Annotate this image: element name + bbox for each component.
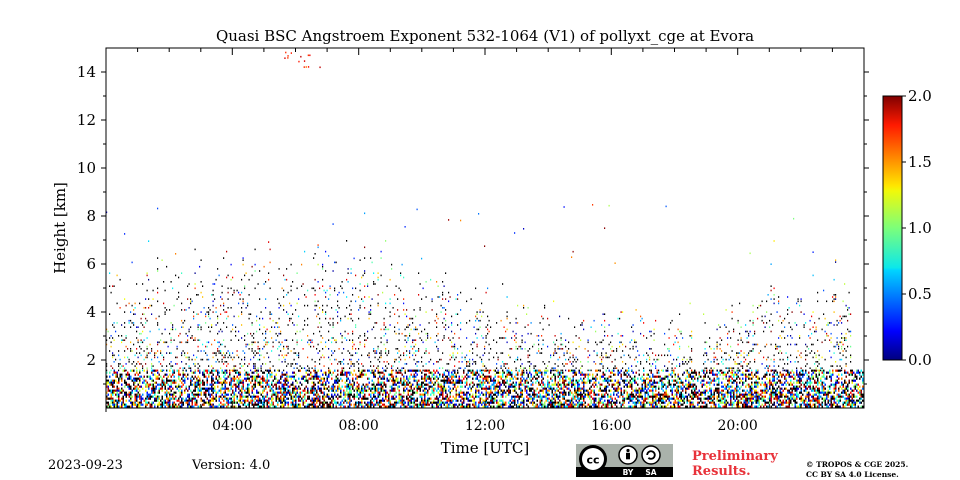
colorbar-tick-label: 2.0 (908, 87, 932, 105)
copyright-line-2: CC BY SA 4.0 License. (806, 470, 899, 479)
version-label: Version: 4.0 (192, 458, 271, 473)
cc-by-sa-icon: cc BY SA (576, 444, 673, 477)
y-tick-label: 12 (77, 111, 96, 129)
x-tick-label: 12:00 (465, 418, 505, 434)
y-tick-label: 14 (77, 63, 96, 81)
chart-title: Quasi BSC Angstroem Exponent 532-1064 (V… (216, 27, 754, 45)
x-axis-label: Time [UTC] (441, 439, 530, 457)
y-axis: 2 4 6 8 10 12 14 (77, 63, 869, 385)
x-axis: 04:00 08:00 12:00 16:00 20:00 (105, 48, 833, 434)
colorbar-tick-label: 1.5 (908, 153, 932, 171)
preliminary-line-2: Results. (692, 464, 751, 479)
y-tick-label: 6 (86, 255, 96, 273)
x-tick-label: 04:00 (212, 418, 252, 434)
date-label: 2023-09-23 (48, 458, 123, 473)
x-tick-label: 20:00 (717, 418, 757, 434)
copyright-note: © TROPOS & CGE 2025. CC BY SA 4.0 Licens… (806, 460, 908, 480)
license-sa-label: SA (645, 468, 656, 477)
colorbar-ticks: 0.0 0.5 1.0 1.5 2.0 (902, 87, 932, 369)
copyright-line-1: © TROPOS & CGE 2025. (806, 460, 909, 469)
x-tick-label: 16:00 (591, 418, 631, 434)
y-axis-label: Height [km] (51, 182, 69, 274)
colorbar-tick-label: 0.0 (908, 351, 932, 369)
preliminary-line-1: Preliminary (692, 449, 778, 464)
colorbar-tick-label: 1.0 (908, 219, 932, 237)
y-tick-label: 2 (86, 351, 96, 369)
heatmap-cells (106, 51, 864, 408)
colorbar-gradient (882, 95, 903, 361)
y-tick-label: 8 (86, 207, 96, 225)
y-tick-label: 10 (77, 159, 96, 177)
x-tick-label: 08:00 (338, 418, 378, 434)
colorbar: 0.0 0.5 1.0 1.5 2.0 (882, 87, 932, 369)
colorbar-tick-label: 0.5 (908, 285, 932, 303)
license-by-label: BY (623, 468, 634, 477)
y-tick-label: 4 (86, 303, 96, 321)
preliminary-results-note: Preliminary Results. (692, 449, 778, 479)
plot-frame (105, 47, 865, 409)
